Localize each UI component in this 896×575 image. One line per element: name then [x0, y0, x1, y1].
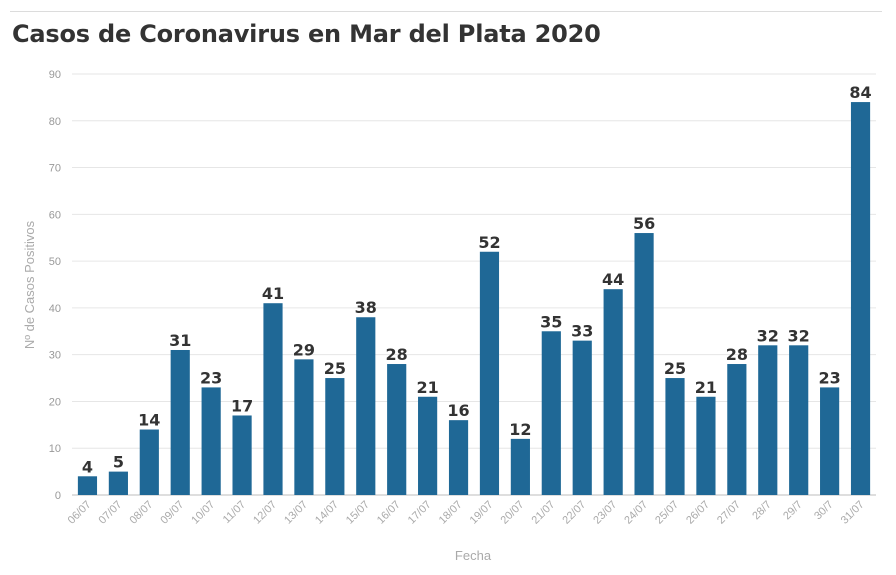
bar	[696, 396, 716, 495]
bar	[789, 345, 809, 495]
bar	[325, 378, 345, 495]
x-axis: 06/07 07/07 08/07 09/07 10/07 11/07 12/07 13/07…	[66, 499, 867, 527]
x-tick-label: 06/07	[66, 499, 94, 527]
bar	[387, 364, 407, 495]
bars	[77, 102, 871, 496]
y-tick-label: 90	[49, 69, 61, 81]
y-tick-label: 80	[49, 116, 61, 128]
bar	[356, 317, 376, 495]
bar	[232, 415, 252, 495]
x-tick-label: 28/7	[750, 499, 774, 523]
bar	[479, 251, 500, 495]
x-tick-label: 26/07	[684, 499, 712, 527]
bar	[820, 387, 840, 495]
x-tick-label: 15/07	[344, 499, 372, 527]
y-axis-title: Nº de Casos Positivos	[22, 220, 37, 349]
bar	[727, 364, 747, 495]
x-tick-label: 24/07	[622, 499, 650, 527]
x-tick-label: 14/07	[313, 499, 341, 527]
x-tick-label: 17/07	[406, 499, 434, 527]
y-tick-label: 10	[49, 443, 61, 455]
bar	[448, 420, 469, 495]
data-label: 29	[293, 340, 315, 359]
data-label: 4	[82, 457, 93, 476]
x-tick-label: 13/07	[282, 499, 310, 527]
data-label: 56	[633, 214, 655, 233]
bar	[665, 378, 685, 495]
x-tick-label: 27/07	[715, 499, 743, 527]
top-divider	[10, 11, 882, 12]
x-tick-label: 16/07	[375, 499, 403, 527]
y-tick-label: 60	[49, 209, 61, 221]
bar	[758, 345, 778, 495]
data-label: 17	[231, 396, 253, 415]
x-tick-label: 18/07	[437, 499, 465, 527]
data-label: 21	[416, 378, 438, 397]
bar	[139, 429, 159, 495]
value-labels: 4 5 14 31 23 17 41 29 25 38 28 21 16 52 12 35 33 44 56 25 21…	[82, 83, 872, 476]
data-label: 28	[726, 345, 748, 364]
x-tick-label: 12/07	[251, 499, 279, 527]
x-tick-label: 11/07	[221, 499, 248, 526]
x-tick-label: 31/07	[839, 499, 867, 527]
bar	[170, 349, 190, 495]
x-tick-label: 09/07	[158, 499, 186, 527]
data-label: 16	[447, 401, 469, 420]
y-tick-label: 50	[49, 256, 61, 268]
data-label: 33	[571, 322, 593, 341]
bar	[850, 102, 871, 496]
gridlines	[72, 73, 876, 496]
data-label: 21	[695, 378, 717, 397]
data-label: 14	[138, 411, 160, 430]
chart-title: Casos de Coronavirus en Mar del Plata 20…	[12, 20, 601, 48]
data-label: 52	[478, 233, 500, 252]
bar	[510, 438, 530, 495]
x-tick-label: 07/07	[97, 499, 125, 527]
data-label: 23	[200, 368, 222, 387]
y-tick-label: 30	[49, 350, 61, 362]
x-tick-label: 10/07	[189, 499, 217, 527]
data-label: 12	[509, 420, 531, 439]
bar	[572, 340, 592, 495]
y-tick-label: 20	[49, 396, 61, 408]
y-tick-label: 70	[49, 163, 61, 175]
data-label: 28	[386, 345, 408, 364]
data-label: 44	[602, 270, 624, 289]
bar	[418, 396, 438, 495]
data-label: 84	[849, 83, 871, 102]
bar	[541, 331, 561, 495]
bar	[294, 359, 314, 495]
data-label: 31	[169, 331, 191, 350]
data-label: 35	[540, 312, 562, 331]
bar	[634, 233, 654, 496]
data-label: 32	[757, 326, 779, 345]
data-label: 5	[113, 453, 124, 472]
x-axis-title: Fecha	[455, 548, 492, 563]
data-label: 23	[818, 368, 840, 387]
bar	[603, 289, 623, 495]
data-label: 32	[788, 326, 810, 345]
data-label: 38	[355, 298, 377, 317]
y-axis: 0 10 20 30 40 50 60 70 80 90	[49, 69, 61, 502]
data-label: 41	[262, 284, 284, 303]
x-tick-label: 21/07	[529, 499, 557, 527]
y-tick-label: 40	[49, 303, 61, 315]
bar	[201, 387, 221, 495]
data-label: 25	[664, 359, 686, 378]
bar	[77, 476, 98, 495]
y-tick-label: 0	[55, 490, 61, 502]
x-tick-label: 29/7	[781, 499, 805, 523]
x-tick-label: 20/07	[499, 499, 527, 527]
bar	[108, 471, 128, 495]
x-tick-label: 23/07	[591, 499, 619, 527]
x-tick-label: 22/07	[560, 499, 588, 527]
x-tick-label: 19/07	[468, 499, 496, 527]
x-tick-label: 25/07	[653, 499, 681, 527]
x-tick-label: 08/07	[127, 499, 155, 527]
data-label: 25	[324, 359, 346, 378]
x-tick-label: 30/7	[812, 499, 836, 523]
bar	[263, 303, 283, 495]
